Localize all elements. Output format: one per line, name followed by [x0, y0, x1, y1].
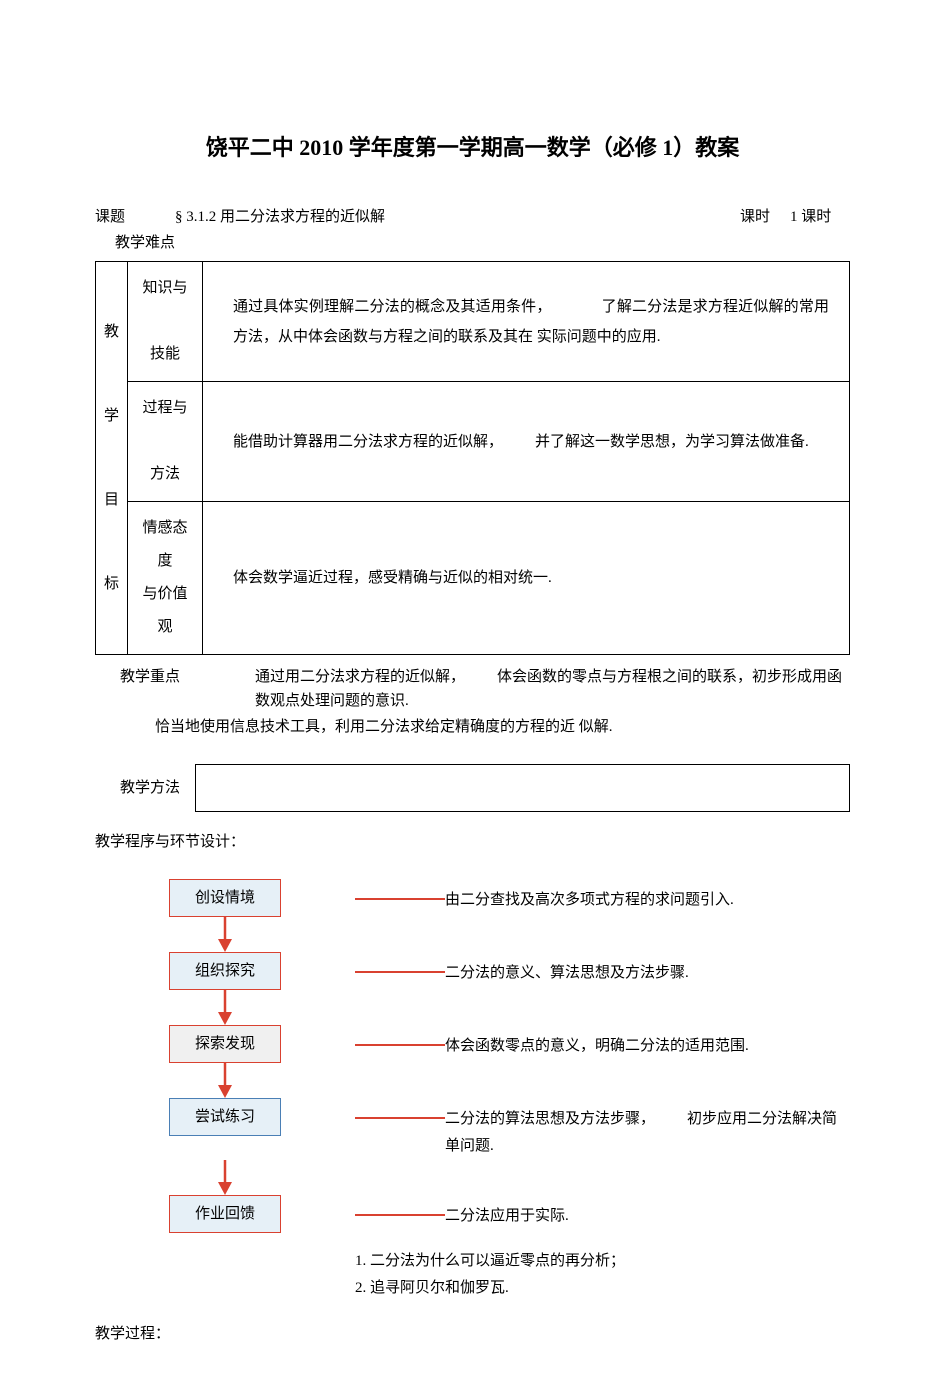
topic-row: 课题 § 3.1.2 用二分法求方程的近似解 课时 1 课时 [95, 205, 850, 229]
flow-row: 创设情境 由二分查找及高次多项式方程的求问题引入. [95, 879, 850, 917]
topic-value: § 3.1.2 用二分法求方程的近似解 [175, 205, 740, 229]
flow-node: 创设情境 [169, 879, 281, 917]
goals-text-1: 能借助计算器用二分法求方程的近似解，并了解这一数学思想，为学习算法做准备. [203, 382, 850, 502]
flowchart: 创设情境 由二分查找及高次多项式方程的求问题引入. 组织探究 二分法的意义、算法思想及… [95, 879, 850, 1233]
flow-node: 组织探究 [169, 952, 281, 990]
flow-node: 作业回馈 [169, 1195, 281, 1233]
goals-text-0: 通过具体实例理解二分法的概念及其适用条件，了解二分法是求方程近似解的常用方法，从… [203, 262, 850, 382]
method-label: 教学方法 [95, 776, 195, 800]
flow-desc: 由二分查找及高次多项式方程的求问题引入. [445, 879, 850, 914]
flow-desc: 体会函数零点的意义，明确二分法的适用范围. [445, 1025, 850, 1060]
goals-sub-0: 知识与技能 [128, 262, 203, 382]
period-label: 课时 [740, 205, 790, 229]
flow-connector [355, 1214, 445, 1216]
flow-row: 组织探究 二分法的意义、算法思想及方法步骤. [95, 952, 850, 990]
flow-connector [355, 1117, 445, 1119]
goals-text-2: 体会数学逼近过程，感受精确与近似的相对统一. [203, 502, 850, 655]
difficulty-text: 恰当地使用信息技术工具，利用二分法求给定精确度的方程的近 似解. [155, 715, 850, 739]
page-title: 饶平二中 2010 学年度第一学期高一数学（必修 1）教案 [95, 130, 850, 165]
goals-table: 教学目标 知识与技能 通过具体实例理解二分法的概念及其适用条件，了解二分法是求方… [95, 261, 850, 655]
method-box [195, 764, 850, 812]
period-value: 1 课时 [790, 205, 850, 229]
difficulty-label-top: 教学难点 [115, 231, 850, 255]
flow-arrow [95, 917, 355, 952]
extra-line: 1. 二分法为什么可以逼近零点的再分析； [355, 1248, 850, 1275]
goals-sub-1: 过程与方法 [128, 382, 203, 502]
goals-header: 教学目标 [96, 262, 128, 655]
flow-desc: 二分法应用于实际. [445, 1195, 850, 1230]
process-label: 教学过程： [95, 1322, 850, 1346]
flow-connector [355, 971, 445, 973]
emphasis-text: 通过用二分法求方程的近似解，体会函数的零点与方程根之间的联系，初步形成用函数观点… [255, 665, 850, 713]
flow-connector [355, 898, 445, 900]
goals-sub-2: 情感态度与价值观 [128, 502, 203, 655]
method-row: 教学方法 [95, 764, 850, 812]
emphasis-label: 教学重点 [95, 665, 255, 713]
extra-lines: 1. 二分法为什么可以逼近零点的再分析；2. 追寻阿贝尔和伽罗瓦. [355, 1248, 850, 1302]
topic-label: 课题 [95, 205, 175, 229]
flow-arrow [95, 990, 355, 1025]
flow-desc: 二分法的意义、算法思想及方法步骤. [445, 952, 850, 987]
flow-arrow [95, 1063, 355, 1098]
extra-line: 2. 追寻阿贝尔和伽罗瓦. [355, 1275, 850, 1302]
program-label: 教学程序与环节设计： [95, 830, 850, 854]
flow-arrow [95, 1160, 355, 1195]
flow-connector [355, 1044, 445, 1046]
flow-row: 作业回馈 二分法应用于实际. [95, 1195, 850, 1233]
flow-row: 尝试练习 二分法的算法思想及方法步骤，初步应用二分法解决简单问题. [95, 1098, 850, 1160]
flow-row: 探索发现 体会函数零点的意义，明确二分法的适用范围. [95, 1025, 850, 1063]
flow-node: 尝试练习 [169, 1098, 281, 1136]
emphasis-row: 教学重点 通过用二分法求方程的近似解，体会函数的零点与方程根之间的联系，初步形成… [95, 665, 850, 713]
flow-node: 探索发现 [169, 1025, 281, 1063]
flow-desc: 二分法的算法思想及方法步骤，初步应用二分法解决简单问题. [445, 1098, 850, 1160]
